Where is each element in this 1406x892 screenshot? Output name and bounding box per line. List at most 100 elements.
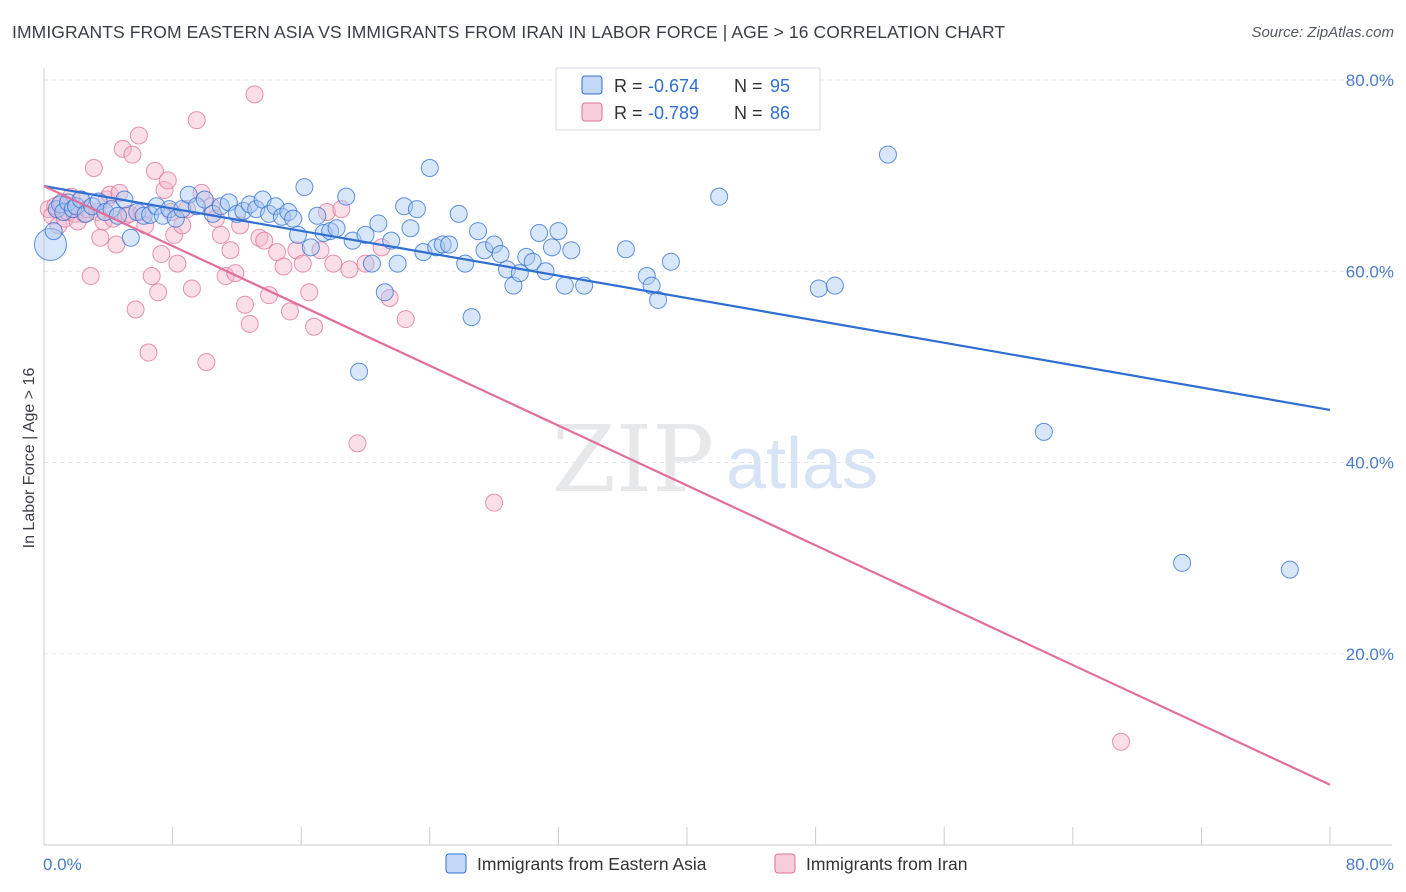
point-eastern-asia (407, 200, 426, 219)
point-iran (274, 257, 293, 276)
point-iran (324, 254, 343, 273)
point-iran (152, 245, 171, 264)
point-iran (317, 202, 336, 221)
point-eastern-asia (440, 235, 459, 254)
point-eastern-asia (369, 214, 388, 233)
point-eastern-asia (542, 238, 561, 257)
point-eastern-asia (469, 222, 488, 241)
watermark-atlas: atlas (726, 424, 878, 504)
point-eastern-asia (134, 206, 153, 225)
point-iran (149, 283, 168, 302)
x-tick-label-max: 80.0% (1346, 855, 1394, 874)
point-iran (300, 283, 319, 302)
source-label: Source: ZipAtlas.com (1251, 24, 1394, 41)
point-iran (129, 126, 148, 145)
y-tick-label: 40.0% (1346, 454, 1394, 473)
point-iran (155, 180, 174, 199)
point-eastern-asia (530, 224, 549, 242)
point-eastern-asia (1173, 553, 1192, 572)
bottom-legend-swatch-eastern-asia (445, 853, 467, 874)
point-eastern-asia (661, 252, 680, 271)
point-iran (91, 228, 110, 247)
point-iran (356, 254, 375, 273)
point-eastern-asia (616, 240, 635, 259)
point-iran (255, 231, 274, 250)
point-iran (142, 267, 161, 286)
legend-bottom: Immigrants from Eastern Asia Immigrants … (445, 853, 967, 874)
point-eastern-asia (433, 235, 452, 254)
legend-r-value-2: -0.789 (648, 103, 699, 123)
point-iran (348, 434, 367, 453)
legend-swatch-eastern-asia (581, 75, 603, 95)
point-eastern-asia (878, 145, 897, 164)
point-iran (340, 260, 359, 279)
point-iran (84, 158, 103, 177)
point-eastern-asia (491, 245, 510, 264)
series-eastern-asia (33, 145, 1299, 579)
point-iran (158, 171, 177, 190)
point-eastern-asia (284, 209, 303, 228)
point-eastern-asia (401, 219, 420, 238)
axes (43, 68, 1392, 846)
legend-top: R = -0.674 N = 95 R = -0.789 N = 86 (555, 67, 821, 131)
point-eastern-asia (809, 279, 828, 298)
point-eastern-asia (462, 308, 481, 327)
trendline-iran (43, 185, 1331, 786)
legend-n-value-2: 86 (770, 103, 790, 123)
point-eastern-asia (536, 262, 555, 281)
trendline-eastern-asia (43, 185, 1331, 411)
point-iran (139, 343, 158, 362)
legend-swatch-iran (581, 102, 603, 122)
y-tick-label: 60.0% (1346, 262, 1394, 281)
bottom-legend-label-eastern-asia: Immigrants from Eastern Asia (477, 854, 707, 874)
point-iran (280, 302, 299, 321)
y-tick-label: 80.0% (1346, 71, 1394, 90)
point-eastern-asia (327, 219, 346, 238)
point-iran (81, 267, 100, 286)
point-iran (145, 161, 164, 180)
point-iran (168, 254, 187, 273)
bottom-legend-swatch-iran (774, 853, 796, 874)
trend-layer (43, 185, 1331, 786)
point-eastern-asia (295, 178, 314, 197)
point-iran (235, 295, 254, 314)
point-iran (182, 279, 201, 298)
point-eastern-asia (44, 222, 63, 241)
point-eastern-asia (308, 206, 327, 225)
point-iran (1112, 732, 1131, 751)
chart-title: IMMIGRANTS FROM EASTERN ASIA VS IMMIGRAN… (12, 22, 1006, 42)
point-iran (123, 145, 142, 164)
point-eastern-asia (33, 227, 67, 261)
point-eastern-asia (350, 362, 369, 381)
point-iran (211, 225, 230, 244)
point-eastern-asia (362, 254, 381, 273)
point-iran (113, 139, 132, 158)
y-tick-label: 20.0% (1346, 645, 1394, 664)
point-eastern-asia (301, 238, 320, 257)
legend-r-label-2: R = (614, 103, 643, 123)
point-eastern-asia (555, 276, 574, 295)
legend-n-label-2: N = (734, 103, 763, 123)
y-axis-label: In Labor Force | Age > 16 (21, 368, 38, 549)
point-eastern-asia (388, 254, 407, 273)
point-eastern-asia (649, 290, 668, 309)
point-iran (197, 353, 216, 372)
point-eastern-asia (710, 187, 729, 206)
point-iran (380, 289, 399, 308)
point-eastern-asia (337, 187, 356, 206)
point-iran (293, 254, 312, 273)
point-iran (245, 85, 264, 104)
point-eastern-asia (562, 241, 581, 260)
point-eastern-asia (121, 228, 140, 247)
point-iran (305, 317, 324, 336)
point-eastern-asia (356, 225, 375, 244)
point-eastern-asia (549, 222, 568, 241)
point-eastern-asia (1280, 560, 1299, 579)
point-eastern-asia (825, 276, 844, 295)
x-tick-label-min: 0.0% (43, 855, 82, 874)
point-iran (187, 111, 206, 130)
point-iran (240, 314, 259, 333)
point-eastern-asia (637, 267, 656, 286)
legend-n-value-1: 95 (770, 76, 790, 96)
